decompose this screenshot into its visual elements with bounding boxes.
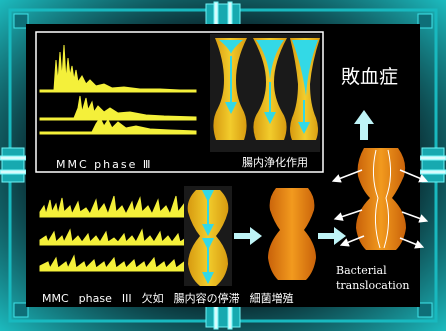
intestine-clearing — [210, 34, 320, 152]
label-absent: 欠如 — [141, 292, 164, 305]
label-bacterial-overgrowth: 細菌増殖 — [249, 292, 294, 305]
label-mmc-phase3: MMC phase Ⅲ — [56, 158, 153, 171]
mmc-traces-top — [39, 44, 197, 135]
arrow-overgrowth-to-translocation — [318, 227, 346, 245]
intestine-translocation — [331, 148, 429, 250]
label-bacterial-translocation: Bacterial translocation — [336, 264, 410, 292]
arrow-to-sepsis — [354, 110, 374, 140]
upper-panel-border — [35, 31, 324, 173]
label-roman-three: III — [121, 292, 132, 305]
label-sepsis: 敗血症 — [341, 66, 399, 88]
mmc-traces-bottom — [39, 195, 191, 272]
intestine-overgrowth — [268, 188, 316, 280]
label-phase: phase — [78, 292, 112, 305]
label-bottom-row: MMC phase III 欠如 腸内容の停滞 細菌増殖 — [42, 290, 304, 306]
intestine-stasis — [184, 186, 232, 286]
frame-corners — [13, 13, 433, 318]
label-content-stasis: 腸内容の停滞 — [173, 292, 240, 305]
label-intestinal-cleaning: 腸内浄化作用 — [242, 156, 308, 169]
label-mmc: MMC — [42, 292, 69, 305]
arrow-stasis-to-overgrowth — [234, 227, 262, 245]
